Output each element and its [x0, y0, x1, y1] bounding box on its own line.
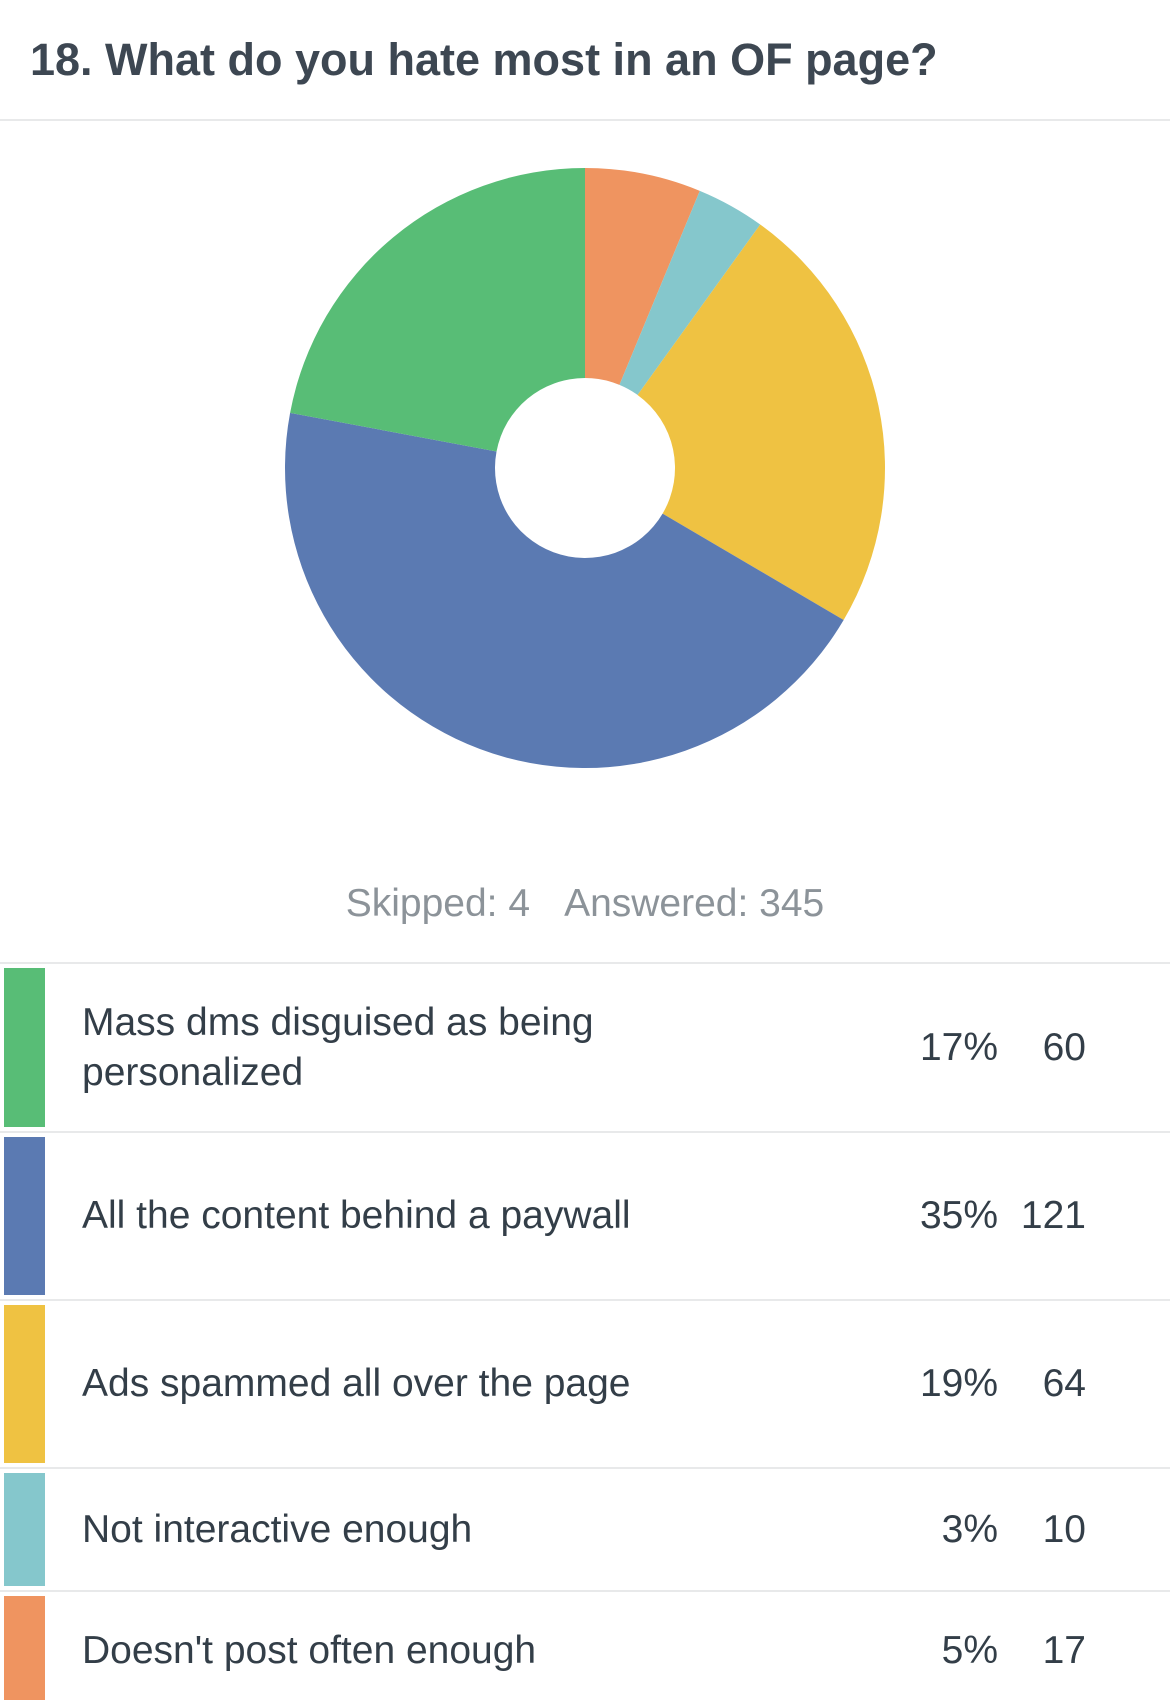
- donut-slice: [637, 224, 886, 620]
- answer-count: 60: [1042, 1025, 1086, 1069]
- answer-percent: 19%: [919, 1362, 998, 1405]
- answer-row: Mass dms disguised as being personalized…: [0, 964, 1170, 1133]
- legend-swatch: [4, 1305, 45, 1463]
- answer-label: Ads spammed all over the page: [82, 1362, 631, 1405]
- answer-label: Doesn't post often enough: [82, 1629, 537, 1672]
- answer-label: Not interactive enough: [82, 1507, 473, 1551]
- answer-row: All the content behind a paywall 35% 121: [0, 1133, 1170, 1301]
- answered-count: Answered: 345: [564, 882, 825, 925]
- answer-percent: 17%: [919, 1025, 998, 1069]
- legend-swatch: [4, 1596, 45, 1700]
- question-header: 18. What do you hate most in an OF page?: [0, 0, 1170, 121]
- legend-swatch: [4, 1137, 45, 1295]
- answer-row: Not interactive enough 3% 10: [0, 1469, 1170, 1592]
- donut-slice: [290, 168, 585, 452]
- answer-label: Mass dms disguised as being personalized: [82, 1000, 594, 1094]
- answer-count: 121: [1020, 1194, 1086, 1237]
- donut-slice: [585, 168, 700, 385]
- donut-slice: [284, 412, 844, 769]
- answer-table: Mass dms disguised as being personalized…: [0, 962, 1170, 1700]
- legend-swatch: [4, 968, 45, 1127]
- donut-slice: [619, 190, 761, 395]
- answer-label: All the content behind a paywall: [82, 1194, 631, 1237]
- skipped-count: Skipped: 4: [345, 882, 531, 925]
- question-title: 18. What do you hate most in an OF page?: [30, 34, 938, 85]
- answer-count: 17: [1042, 1629, 1086, 1672]
- answer-count: 10: [1042, 1507, 1086, 1551]
- answer-percent: 35%: [919, 1194, 998, 1237]
- donut-chart: [284, 168, 886, 769]
- answer-row: Ads spammed all over the page 19% 64: [0, 1301, 1170, 1469]
- answer-percent: 5%: [941, 1629, 998, 1672]
- answer-count: 64: [1042, 1362, 1086, 1405]
- response-summary: Skipped: 4 Answered: 345: [0, 882, 1170, 926]
- legend-swatch: [4, 1473, 45, 1586]
- answer-percent: 3%: [941, 1507, 998, 1551]
- answer-row: Doesn't post often enough 5% 17: [0, 1592, 1170, 1700]
